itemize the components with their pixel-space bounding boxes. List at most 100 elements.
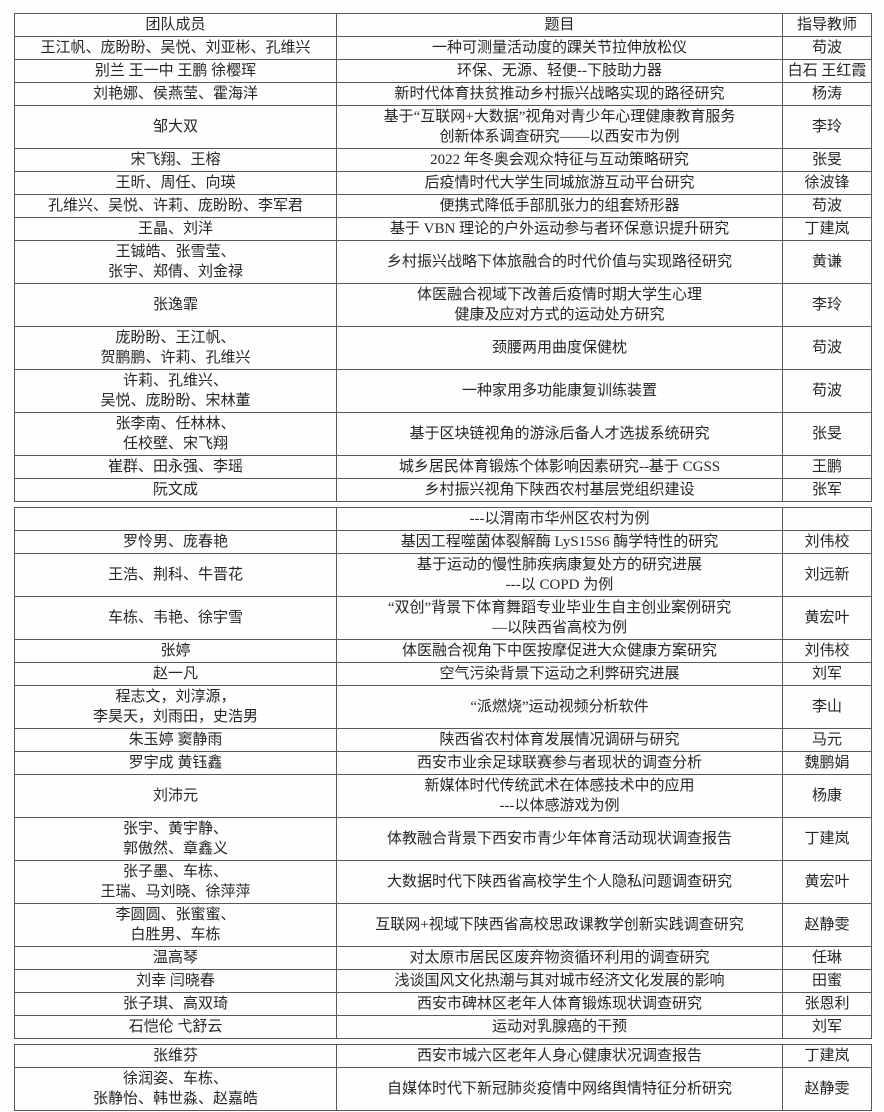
table-header-row: 团队成员 题目 指导教师 [14, 13, 872, 37]
title-cell: 一种可测量活动度的踝关节拉伸放松仪 [336, 36, 783, 60]
teacher-cell: 刘军 [782, 1015, 872, 1039]
table-row: 邹大双 基于“互联网+大数据”视角对青少年心理健康教育服务 创新体系调查研究——以西… [14, 105, 872, 149]
members-cell: 王江帆、庞盼盼、吴悦、刘亚彬、孔维兴 [14, 36, 337, 60]
members-cell: 许莉、孔维兴、 吴悦、庞盼盼、宋林董 [14, 369, 337, 413]
title-cell: 陕西省农村体育发展情况调研与研究 [336, 728, 783, 752]
table-row: 阮文成 乡村振兴视角下陕西农村基层党组织建设 张军 [14, 478, 872, 502]
table-row: 张逸霏 体医融合视域下改善后疫情时期大学生心理 健康及应对方式的运动处方研究 李玲 [14, 283, 872, 327]
teacher-cell: 苟波 [782, 326, 872, 370]
members-cell: 崔群、田永强、李瑶 [14, 455, 337, 479]
title-cell: 一种家用多功能康复训练装置 [336, 369, 783, 413]
teacher-cell: 刘远新 [782, 553, 872, 597]
teacher-cell: 黄宏叶 [782, 596, 872, 640]
members-cell: 温高琴 [14, 946, 337, 970]
members-cell: 王昕、周任、向瑛 [14, 171, 337, 195]
table-row: 温高琴 对太原市居民区废弃物资循环利用的调查研究 任琳 [14, 946, 872, 970]
teacher-cell: 王鹏 [782, 455, 872, 479]
title-cell: 后疫情时代大学生同城旅游互动平台研究 [336, 171, 783, 195]
teacher-cell: 徐波锋 [782, 171, 872, 195]
teacher-cell: 李山 [782, 685, 872, 729]
table-row: 王浩、荆科、牛晋花 基于运动的慢性肺疾病康复处方的研究进展 ---以 COPD 为例… [14, 553, 872, 597]
title-cell: 2022 年冬奥会观众特征与互动策略研究 [336, 148, 783, 172]
teacher-cell: 苟波 [782, 369, 872, 413]
title-cell: 基因工程噬菌体裂解酶 LyS15S6 酶学特性的研究 [336, 530, 783, 554]
members-cell: 张子墨、车栋、 王瑞、马刘晓、徐萍萍 [14, 860, 337, 904]
title-cell: 体教融合背景下西安市青少年体育活动现状调查报告 [336, 817, 783, 861]
title-cell: 西安市城六区老年人身心健康状况调查报告 [336, 1044, 783, 1068]
table-row: 王江帆、庞盼盼、吴悦、刘亚彬、孔维兴 一种可测量活动度的踝关节拉伸放松仪 苟波 [14, 36, 872, 60]
teacher-cell: 任琳 [782, 946, 872, 970]
project-table-segment-2: ---以渭南市华州区农村为例 罗怜男、庞春艳 基因工程噬菌体裂解酶 LyS15S6 … [14, 507, 872, 1039]
teacher-cell: 刘伟校 [782, 530, 872, 554]
members-cell: 阮文成 [14, 478, 337, 502]
title-cell: 基于“互联网+大数据”视角对青少年心理健康教育服务 创新体系调查研究——以西安市为… [336, 105, 783, 149]
teacher-cell: 田蜜 [782, 969, 872, 993]
table-row: 王铖皓、张雪莹、 张宇、郑倩、刘金禄 乡村振兴战略下体旅融合的时代价值与实现路径研究… [14, 240, 872, 284]
members-cell: 宋飞翔、王榕 [14, 148, 337, 172]
title-cell: 便携式降低手部肌张力的组套矫形器 [336, 194, 783, 218]
table-row: 罗怜男、庞春艳 基因工程噬菌体裂解酶 LyS15S6 酶学特性的研究 刘伟校 [14, 530, 872, 554]
table-row: 李圆圆、张蜜蜜、 白胜男、车栋 互联网+视域下陕西省高校思政课教学创新实践调查研究赵… [14, 903, 872, 947]
teacher-cell: 李玲 [782, 105, 872, 149]
title-cell: 西安市业余足球联赛参与者现状的调查分析 [336, 751, 783, 775]
members-cell: 李圆圆、张蜜蜜、 白胜男、车栋 [14, 903, 337, 947]
teacher-cell: 丁建岚 [782, 817, 872, 861]
table-row: 庞盼盼、王江帆、 贺鹏鹏、许莉、孔维兴 颈腰两用曲度保健枕 苟波 [14, 326, 872, 370]
teacher-cell: 张恩利 [782, 992, 872, 1016]
members-cell: 刘沛元 [14, 774, 337, 818]
teacher-cell: 张军 [782, 478, 872, 502]
table-row: 刘沛元 新媒体时代传统武术在体感技术中的应用 ---以体感游戏为例 杨康 [14, 774, 872, 818]
table-row: 别兰 王一中 王鹏 徐樱珲 环保、无源、轻便--下肢助力器 白石 王红霞 [14, 59, 872, 83]
table-row: 王昕、周任、向瑛 后疫情时代大学生同城旅游互动平台研究 徐波锋 [14, 171, 872, 195]
members-cell: 罗怜男、庞春艳 [14, 530, 337, 554]
table-row: 石恺伦 弋舒云 运动对乳腺癌的干预 刘军 [14, 1015, 872, 1039]
title-cell: 互联网+视域下陕西省高校思政课教学创新实践调查研究 [336, 903, 783, 947]
table-row: 朱玉婷 窦静雨 陕西省农村体育发展情况调研与研究 马元 [14, 728, 872, 752]
title-cell: 颈腰两用曲度保健枕 [336, 326, 783, 370]
table-row: 刘幸 闫晓春 浅谈国风文化热潮与其对城市经济文化发展的影响 田蜜 [14, 969, 872, 993]
table-row: 宋飞翔、王榕 2022 年冬奥会观众特征与互动策略研究 张旻 [14, 148, 872, 172]
table-row: 崔群、田永强、李瑶 城乡居民体育锻炼个体影响因素研究--基于 CGSS 王鹏 [14, 455, 872, 479]
title-cell: 新时代体育扶贫推动乡村振兴战略实现的路径研究 [336, 82, 783, 106]
header-cell-teacher: 指导教师 [782, 13, 872, 37]
teacher-cell: 杨康 [782, 774, 872, 818]
members-cell: 张子琪、高双琦 [14, 992, 337, 1016]
members-cell: 张逸霏 [14, 283, 337, 327]
table-row: 罗宇成 黄钰鑫 西安市业余足球联赛参与者现状的调查分析 魏鹏娟 [14, 751, 872, 775]
project-table-segment-1: 团队成员 题目 指导教师 王江帆、庞盼盼、吴悦、刘亚彬、孔维兴 一种可测量活动度的… [14, 13, 872, 502]
members-cell: 王浩、荆科、牛晋花 [14, 553, 337, 597]
teacher-cell: 苟波 [782, 194, 872, 218]
table-row: 车栋、韦艳、徐宇雪 “双创”背景下体育舞蹈专业毕业生自主创业案例研究 —以陕西省高校… [14, 596, 872, 640]
title-cell: 基于 VBN 理论的户外运动参与者环保意识提升研究 [336, 217, 783, 241]
header-cell-title: 题目 [336, 13, 783, 37]
teacher-cell: 丁建岚 [782, 217, 872, 241]
title-cell: 乡村振兴战略下体旅融合的时代价值与实现路径研究 [336, 240, 783, 284]
title-cell: 基于区块链视角的游泳后备人才选拔系统研究 [336, 412, 783, 456]
members-cell: 罗宇成 黄钰鑫 [14, 751, 337, 775]
teacher-cell: 杨涛 [782, 82, 872, 106]
table-row: 张婷 体医融合视角下中医按摩促进大众健康方案研究 刘伟校 [14, 639, 872, 663]
teacher-cell: 赵静雯 [782, 1067, 872, 1111]
teacher-cell: 魏鹏娟 [782, 751, 872, 775]
members-cell: 车栋、韦艳、徐宇雪 [14, 596, 337, 640]
project-table-segment-3: 张维芬 西安市城六区老年人身心健康状况调查报告 丁建岚 徐润姿、车栋、 张静怡、韩世淼、… [14, 1044, 872, 1111]
table-row: 王晶、刘洋 基于 VBN 理论的户外运动参与者环保意识提升研究 丁建岚 [14, 217, 872, 241]
members-cell: 庞盼盼、王江帆、 贺鹏鹏、许莉、孔维兴 [14, 326, 337, 370]
members-cell [14, 507, 337, 531]
table-row: 张子墨、车栋、 王瑞、马刘晓、徐萍萍 大数据时代下陕西省高校学生个人隐私问题调查研究… [14, 860, 872, 904]
teacher-cell: 丁建岚 [782, 1044, 872, 1068]
teacher-cell: 马元 [782, 728, 872, 752]
teacher-cell: 赵静雯 [782, 903, 872, 947]
teacher-cell: 张旻 [782, 412, 872, 456]
members-cell: 王铖皓、张雪莹、 张宇、郑倩、刘金禄 [14, 240, 337, 284]
teacher-cell: 李玲 [782, 283, 872, 327]
title-cell: 对太原市居民区废弃物资循环利用的调查研究 [336, 946, 783, 970]
table-row: 张李南、任林林、 任校壁、宋飞翔 基于区块链视角的游泳后备人才选拔系统研究 张旻 [14, 412, 872, 456]
members-cell: 程志文，刘淳源， 李昊天，刘雨田，史浩男 [14, 685, 337, 729]
title-cell: 西安市碑林区老年人体育锻炼现状调查研究 [336, 992, 783, 1016]
title-cell: 体医融合视角下中医按摩促进大众健康方案研究 [336, 639, 783, 663]
members-cell: 刘幸 闫晓春 [14, 969, 337, 993]
table-row: 孔维兴、吴悦、许莉、庞盼盼、李军君 便携式降低手部肌张力的组套矫形器 苟波 [14, 194, 872, 218]
title-cell: ---以渭南市华州区农村为例 [336, 507, 783, 531]
table-row: 徐润姿、车栋、 张静怡、韩世淼、赵嘉皓 自媒体时代下新冠肺炎疫情中网络舆情特征分析研… [14, 1067, 872, 1111]
